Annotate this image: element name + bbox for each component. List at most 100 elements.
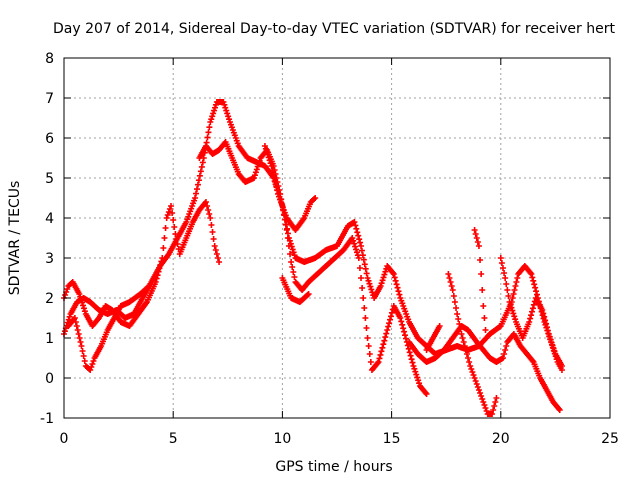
data-point xyxy=(471,375,478,381)
data-point xyxy=(473,381,480,387)
data-point xyxy=(359,285,366,291)
data-point xyxy=(64,286,71,292)
data-point xyxy=(412,368,419,375)
data-point xyxy=(171,224,178,230)
data-point xyxy=(75,331,82,337)
data-point xyxy=(410,363,417,369)
data-point xyxy=(407,352,414,359)
data-point xyxy=(470,372,477,378)
data-point xyxy=(153,275,160,282)
data-point xyxy=(481,402,488,408)
data-point xyxy=(475,387,482,393)
data-point xyxy=(225,113,232,120)
data-point xyxy=(461,343,468,349)
data-point xyxy=(268,163,275,169)
data-point xyxy=(214,255,221,261)
data-point xyxy=(480,303,487,309)
data-point xyxy=(366,351,373,357)
y-tick-label: 8 xyxy=(45,51,54,67)
data-point xyxy=(393,281,400,288)
data-point xyxy=(388,309,395,316)
data-point xyxy=(160,245,167,251)
data-point xyxy=(211,243,218,249)
data-point xyxy=(513,279,520,285)
data-point xyxy=(289,246,296,253)
data-point xyxy=(157,261,164,268)
data-point xyxy=(213,251,220,257)
data-point xyxy=(264,151,271,158)
data-point xyxy=(212,104,219,111)
data-point xyxy=(192,195,199,201)
data-point xyxy=(528,312,535,319)
data-point xyxy=(504,287,511,293)
data-point xyxy=(311,196,318,202)
data-point xyxy=(472,231,479,237)
data-point xyxy=(389,269,396,276)
data-point xyxy=(267,160,274,167)
data-point xyxy=(543,320,550,327)
data-point xyxy=(457,326,464,332)
data-point xyxy=(533,288,540,295)
data-point xyxy=(272,179,279,185)
data-point xyxy=(510,291,517,297)
data-point xyxy=(173,236,180,242)
series-track-g xyxy=(406,323,563,413)
data-point xyxy=(256,157,263,164)
data-point xyxy=(209,229,216,235)
data-point xyxy=(402,335,409,342)
data-point xyxy=(224,110,231,117)
data-point xyxy=(354,229,361,236)
data-point xyxy=(376,355,383,362)
data-point xyxy=(80,353,87,359)
data-point xyxy=(489,411,496,417)
data-point xyxy=(392,277,399,284)
y-axis-label: SDTVAR / TECUs xyxy=(7,181,23,296)
data-point xyxy=(251,175,258,181)
data-point xyxy=(531,281,538,288)
data-point xyxy=(282,221,289,228)
data-point xyxy=(212,247,219,253)
data-point xyxy=(477,390,484,396)
data-point xyxy=(352,243,359,250)
data-point xyxy=(401,328,408,335)
data-point xyxy=(380,341,387,348)
data-point xyxy=(397,315,404,321)
data-point xyxy=(501,351,508,357)
data-point xyxy=(269,167,276,173)
data-point xyxy=(469,369,476,375)
data-point xyxy=(387,313,394,320)
data-point xyxy=(448,283,455,289)
data-point xyxy=(312,195,319,201)
series-track-j xyxy=(497,255,565,369)
x-tick-label: 5 xyxy=(169,431,178,447)
data-point xyxy=(365,343,372,349)
data-point xyxy=(261,143,268,149)
data-point xyxy=(265,154,272,161)
data-point xyxy=(90,358,97,364)
data-point xyxy=(159,255,166,261)
data-point xyxy=(226,116,233,123)
data-markers xyxy=(61,99,565,417)
data-point xyxy=(381,271,388,278)
axis-ticks: 0 5 10 15 20 25 -1 0 1 2 3 4 5 6 7 8 xyxy=(40,51,619,447)
data-point xyxy=(365,277,372,284)
data-point xyxy=(380,274,387,281)
data-point xyxy=(206,211,213,217)
data-point xyxy=(544,327,551,334)
data-point xyxy=(526,319,533,325)
data-point xyxy=(480,399,487,405)
data-point xyxy=(479,396,486,402)
data-point xyxy=(472,378,479,384)
data-point xyxy=(454,311,461,317)
data-point xyxy=(209,113,216,120)
data-point xyxy=(528,271,535,277)
data-point xyxy=(415,377,422,384)
data-point xyxy=(364,335,371,341)
data-point xyxy=(351,219,358,225)
data-point xyxy=(351,240,358,247)
data-point xyxy=(502,347,509,353)
data-point xyxy=(76,335,83,341)
data-point xyxy=(255,160,262,167)
x-tick-label: 0 xyxy=(60,431,69,447)
data-point xyxy=(205,129,212,136)
